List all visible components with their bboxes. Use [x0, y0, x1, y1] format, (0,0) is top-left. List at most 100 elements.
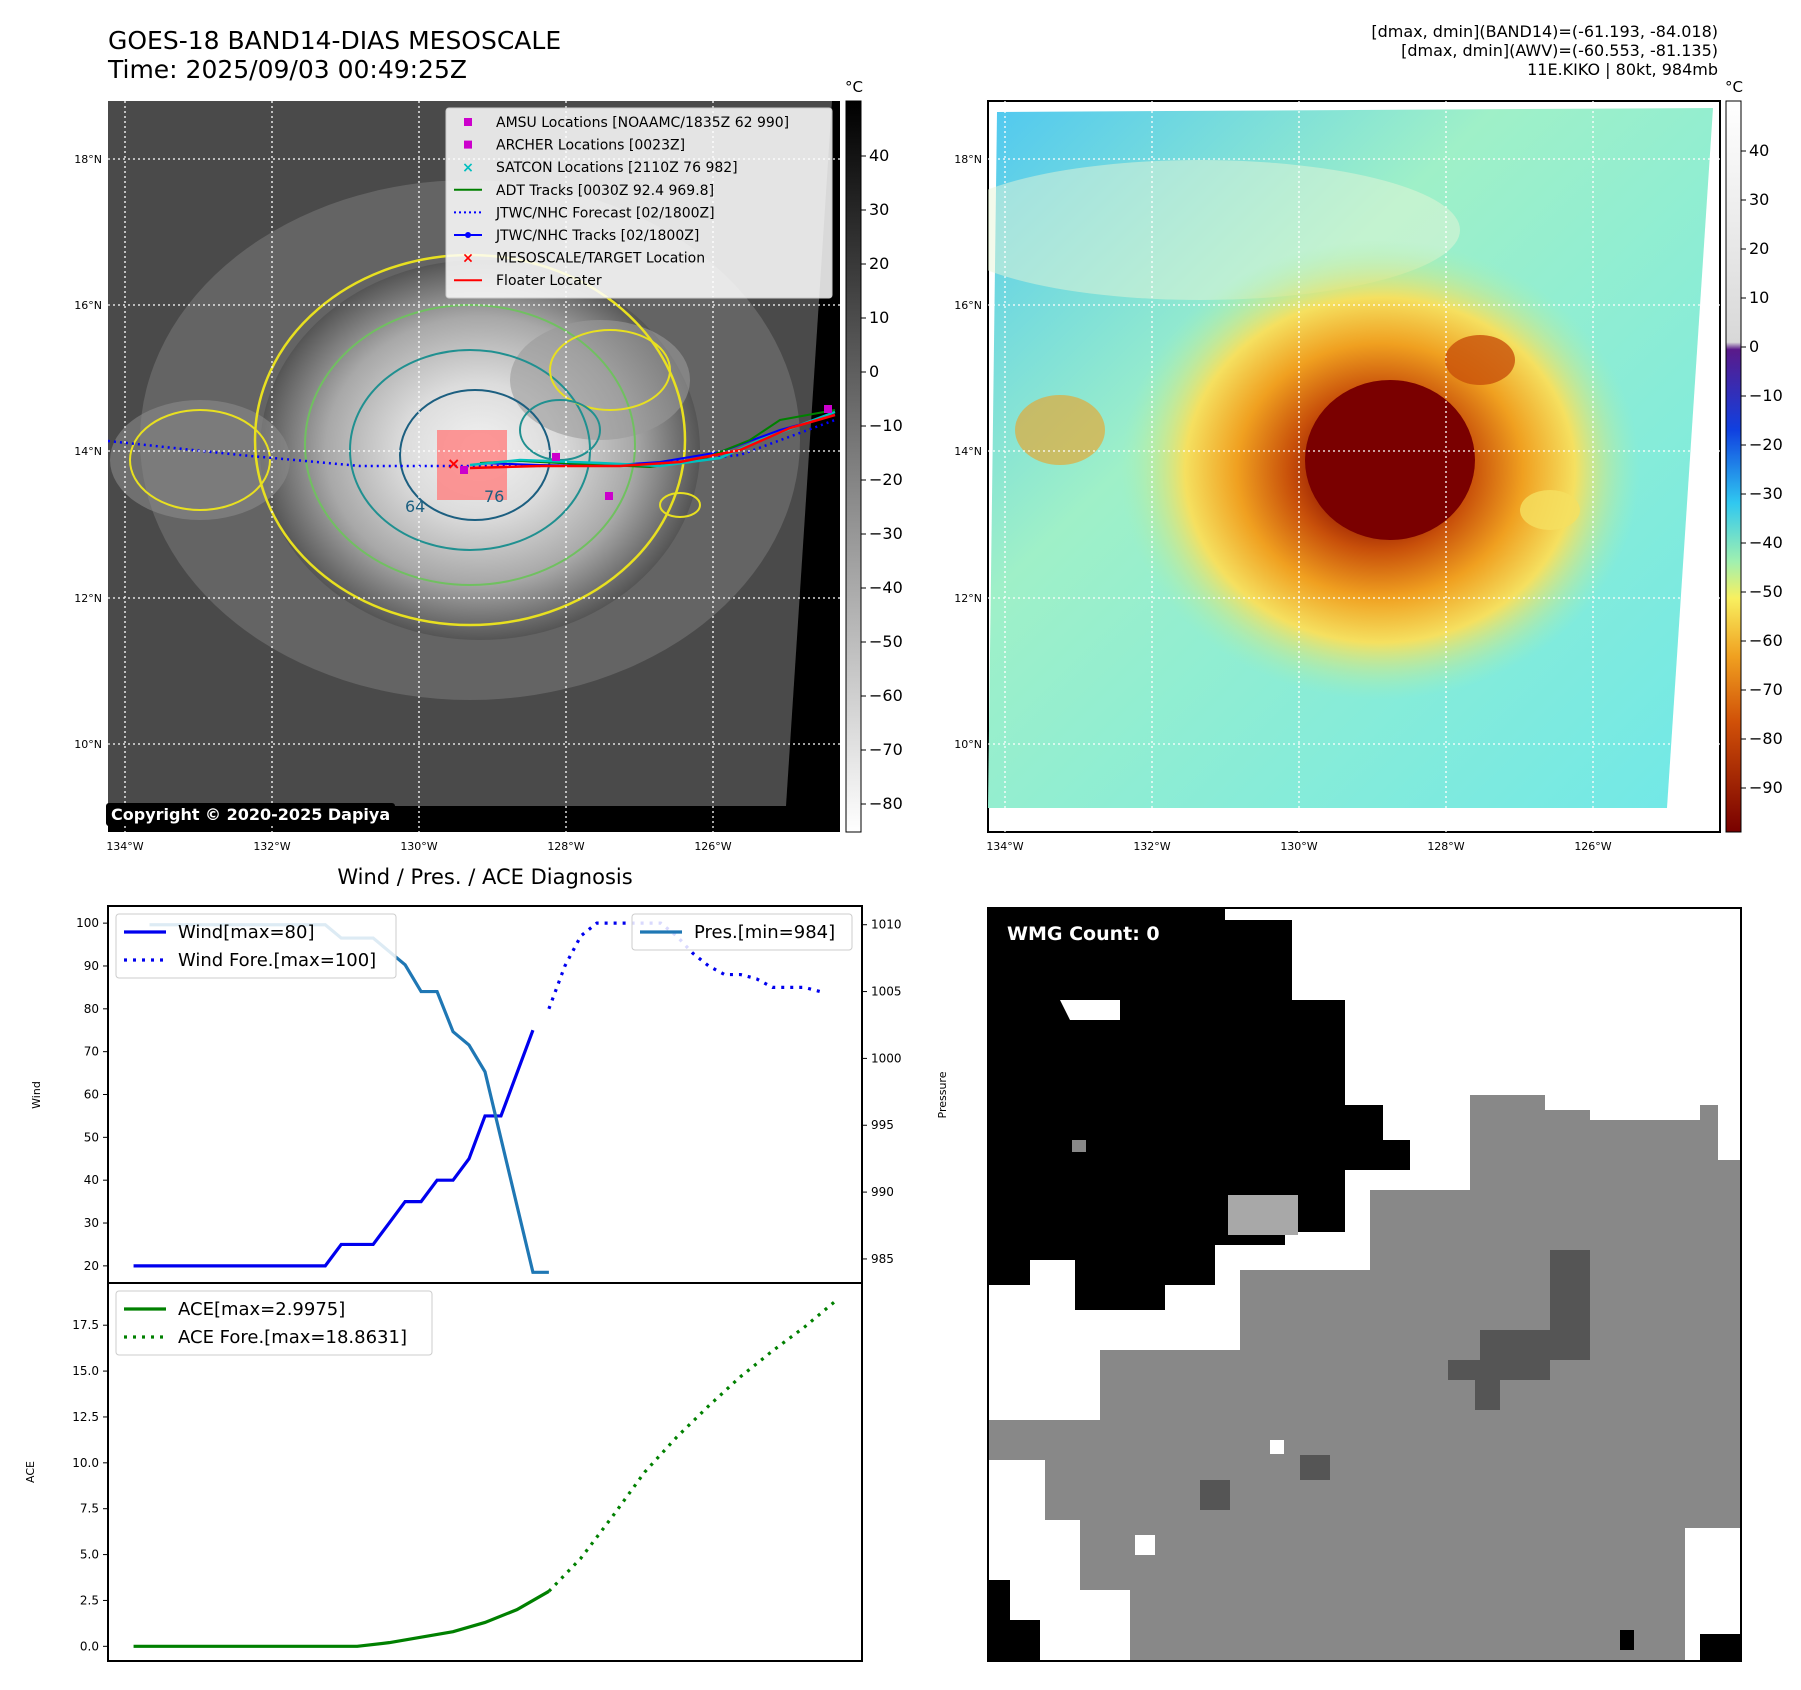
y2-tick-label: 1010	[871, 918, 902, 932]
legend-entry: SATCON Locations [2110Z 76 982]	[496, 160, 738, 176]
y2-tick-label: 990	[871, 1185, 894, 1199]
chart-legend	[631, 913, 853, 951]
svg-text:×: ×	[462, 160, 474, 176]
wmg-panel	[987, 907, 1742, 1662]
gray-colorbar-tick: −20	[869, 470, 903, 489]
color-colorbar-tick: −60	[1749, 631, 1783, 650]
gray-colorbar	[845, 100, 862, 833]
color-colorbar-tick: 30	[1749, 190, 1769, 209]
stats-header: [dmax, dmin](BAND14)=(-61.193, -84.018) …	[1371, 22, 1718, 79]
color-colorbar-tick: −80	[1749, 729, 1783, 748]
legend-entry: Pres.[min=984]	[694, 922, 835, 943]
chart-legend	[115, 1290, 433, 1356]
title-line-2: Time: 2025/09/03 00:49:25Z	[108, 55, 467, 84]
svg-text:×: ×	[462, 251, 474, 267]
copyright-badge: Copyright © 2020-2025 Dapiya	[106, 803, 396, 826]
legend-entry: ACE Fore.[max=18.8631]	[178, 1327, 407, 1348]
gray-colorbar-tick: −60	[869, 686, 903, 705]
wmg-frame	[987, 907, 1742, 1662]
y-tick-label: 5.0	[80, 1548, 99, 1562]
target-marker: ×	[447, 454, 460, 473]
lon-tick-label: 130°W	[1280, 840, 1317, 853]
gray-colorbar-tick: −30	[869, 524, 903, 543]
color-colorbar-tick: 10	[1749, 288, 1769, 307]
stats-line-2: [dmax, dmin](AWV)=(-60.553, -81.135)	[1401, 41, 1718, 60]
y-tick-label: 15.0	[72, 1364, 99, 1378]
chart-legend	[115, 913, 397, 979]
series-line	[133, 1029, 535, 1268]
gray-colorbar-tick: 0	[869, 362, 879, 381]
legend-entry: ACE[max=2.9975]	[178, 1299, 345, 1320]
wmg-dark-region	[1448, 1250, 1590, 1410]
y2-tick-label: 985	[871, 1252, 894, 1266]
y-tick-label: 30	[84, 1216, 99, 1230]
pressure-axis-label: Pressure	[936, 1071, 949, 1118]
lon-tick-label: 128°W	[547, 840, 584, 853]
legend-entry: AMSU Locations [NOAAMC/1835Z 62 990]	[496, 115, 789, 131]
awv-core	[1305, 380, 1475, 540]
color-colorbar-tick: −30	[1749, 484, 1783, 503]
map-legend-items: AMSU Locations [NOAAMC/1835Z 62 990] ARCH…	[454, 115, 789, 289]
ir-map-panel: 64 76 × AMSU Loca	[74, 101, 840, 853]
series-line	[133, 1589, 550, 1648]
lat-tick-label: 14°N	[954, 445, 982, 458]
lon-tick-label: 134°W	[106, 840, 143, 853]
lat-tick-label: 12°N	[74, 592, 102, 605]
lon-tick-label: 130°W	[400, 840, 437, 853]
y-tick-label: 0.0	[80, 1639, 99, 1653]
lon-tick-label: 134°W	[986, 840, 1023, 853]
lat-tick-label: 16°N	[954, 299, 982, 312]
diagnosis-title: Wind / Pres. / ACE Diagnosis	[337, 865, 632, 889]
color-colorbar-tick: 20	[1749, 239, 1769, 258]
y2-tick-label: 995	[871, 1118, 894, 1132]
color-colorbar-tick: 0	[1749, 337, 1759, 356]
contour-blue	[399, 389, 551, 521]
color-colorbar-tick: 40	[1749, 141, 1769, 160]
legend-entry: Floater Locater	[496, 273, 602, 289]
stats-line-1: [dmax, dmin](BAND14)=(-61.193, -84.018)	[1371, 22, 1718, 41]
lat-tick-label: 18°N	[954, 153, 982, 166]
y-tick-label: 7.5	[80, 1502, 99, 1516]
y2-tick-label: 1000	[871, 1051, 902, 1065]
floater-track	[469, 413, 836, 470]
y-tick-label: 17.5	[72, 1318, 99, 1332]
y-tick-label: 2.5	[80, 1593, 99, 1607]
y-tick-label: 60	[84, 1088, 99, 1102]
lat-tick-label: 18°N	[74, 153, 102, 166]
lat-tick-label: 10°N	[954, 738, 982, 751]
color-colorbar-tick: −40	[1749, 533, 1783, 552]
y-tick-label: 70	[84, 1045, 99, 1059]
title-line-1: GOES-18 BAND14-DIAS MESOSCALE	[108, 26, 562, 55]
lon-tick-label: 126°W	[694, 840, 731, 853]
y-tick-label: 100	[76, 916, 99, 930]
gray-colorbar-tick: 40	[869, 146, 889, 165]
y-tick-label: 10.0	[72, 1456, 99, 1470]
gray-colorbar-tick: −10	[869, 416, 903, 435]
lat-tick-label: 16°N	[74, 299, 102, 312]
gray-colorbar-unit: °C	[845, 78, 863, 96]
legend-entry: MESOSCALE/TARGET Location	[496, 251, 705, 267]
gray-colorbar-tick: −50	[869, 632, 903, 651]
y2-tick-label: 1005	[871, 985, 902, 999]
gray-colorbar-tick: −80	[869, 794, 903, 813]
wmg-count-badge: WMG Count: 0	[999, 918, 1168, 950]
lon-tick-label: 132°W	[253, 840, 290, 853]
legend-entry: JTWC/NHC Tracks [02/1800Z]	[495, 228, 699, 244]
lon-tick-label: 126°W	[1574, 840, 1611, 853]
gray-colorbar-tick: −70	[869, 740, 903, 759]
wmg-gray-region	[988, 1095, 1741, 1661]
color-colorbar-tick: −20	[1749, 435, 1783, 454]
lat-tick-label: 14°N	[74, 445, 102, 458]
y-tick-label: 40	[84, 1173, 99, 1187]
color-colorbar-tick: −50	[1749, 582, 1783, 601]
color-colorbar-unit: °C	[1725, 78, 1743, 96]
ace-axis-label: ACE	[24, 1461, 37, 1483]
awv-gridlines	[988, 101, 1720, 832]
wind-axis-label: Wind	[30, 1081, 43, 1109]
gray-colorbar-tick: 30	[869, 200, 889, 219]
legend-entry: JTWC/NHC Forecast [02/1800Z]	[495, 205, 715, 221]
y-tick-label: 80	[84, 1002, 99, 1016]
lat-tick-label: 12°N	[954, 592, 982, 605]
legend-entry: Wind[max=80]	[178, 922, 315, 943]
